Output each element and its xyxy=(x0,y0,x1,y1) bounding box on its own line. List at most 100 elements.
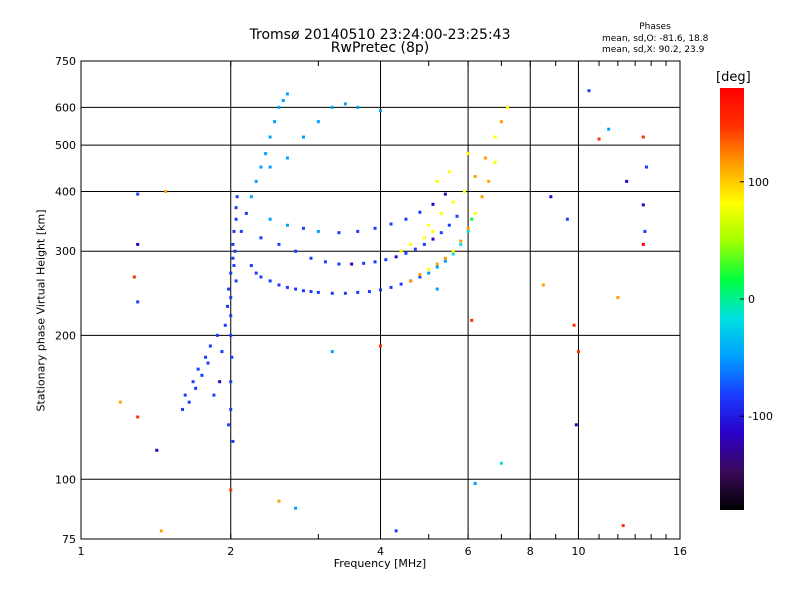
data-point xyxy=(294,249,298,253)
data-point xyxy=(399,282,403,286)
data-point xyxy=(431,229,435,233)
data-point xyxy=(443,259,447,263)
data-point xyxy=(373,226,377,230)
x-ticks: 1 2 4 6 8 10 16 xyxy=(78,61,687,558)
data-point xyxy=(641,135,645,139)
data-point xyxy=(470,217,474,221)
colorbar-tick-label: 0 xyxy=(748,293,755,306)
chart-title: Tromsø 20140510 23:24:00-23:25:43 xyxy=(249,27,511,43)
data-point xyxy=(234,279,238,283)
y-ticks: 75 100 200 300 400 500 600 750 xyxy=(55,55,76,546)
data-point xyxy=(234,217,238,221)
data-point xyxy=(227,287,231,291)
data-point xyxy=(234,206,238,210)
data-point xyxy=(389,285,393,289)
data-point xyxy=(549,195,553,199)
data-point xyxy=(427,223,431,227)
data-point xyxy=(187,400,191,404)
data-point xyxy=(254,271,258,275)
data-point xyxy=(239,229,243,233)
data-point xyxy=(362,261,366,265)
data-point xyxy=(259,165,263,169)
data-point xyxy=(194,386,198,390)
data-point xyxy=(422,236,426,240)
colorbar-unit: [deg] xyxy=(716,70,751,85)
data-point xyxy=(301,226,305,230)
data-point xyxy=(431,202,435,206)
data-point xyxy=(316,229,320,233)
data-point xyxy=(466,152,470,156)
data-point xyxy=(394,255,398,259)
data-point xyxy=(493,135,497,139)
data-point xyxy=(379,344,382,348)
data-point xyxy=(264,152,268,156)
data-point xyxy=(356,290,360,294)
data-point xyxy=(350,262,354,266)
data-point xyxy=(337,231,341,235)
data-point xyxy=(422,242,426,246)
data-point xyxy=(233,249,237,253)
data-point xyxy=(254,179,258,183)
data-point xyxy=(249,264,253,268)
data-point xyxy=(466,226,470,230)
data-point xyxy=(301,289,305,293)
data-point xyxy=(181,407,185,411)
data-point xyxy=(505,105,509,109)
data-point xyxy=(404,217,408,221)
data-point xyxy=(268,279,272,283)
data-point xyxy=(384,258,388,262)
data-point xyxy=(323,260,327,264)
data-point xyxy=(229,488,233,492)
data-point xyxy=(643,229,647,233)
y-tick-label: 75 xyxy=(62,533,76,546)
data-point xyxy=(621,524,625,528)
data-point xyxy=(641,203,645,207)
data-point xyxy=(285,156,289,160)
data-point xyxy=(427,267,431,271)
data-point xyxy=(389,222,393,226)
data-point xyxy=(225,304,229,308)
colorbar: 100 0 -100 xyxy=(720,88,773,510)
data-point xyxy=(404,251,408,255)
data-point xyxy=(431,237,435,241)
data-point xyxy=(259,236,263,240)
data-point xyxy=(418,210,422,214)
data-point xyxy=(439,211,443,215)
data-point xyxy=(220,350,224,354)
data-point xyxy=(483,156,487,160)
x-tick-label: 1 xyxy=(78,545,85,558)
data-point xyxy=(155,448,159,452)
x-axis-label: Frequency [MHz] xyxy=(333,557,427,570)
data-point xyxy=(394,529,398,533)
data-point xyxy=(499,120,503,124)
colorbar-tick-label: -100 xyxy=(748,410,773,423)
data-point xyxy=(277,242,281,246)
data-point xyxy=(343,102,347,106)
y-tick-label: 300 xyxy=(55,245,76,258)
data-point xyxy=(459,242,463,246)
data-point xyxy=(616,296,620,300)
x-tick-label: 10 xyxy=(571,545,585,558)
data-point xyxy=(159,529,163,533)
data-point xyxy=(451,249,455,253)
data-point xyxy=(232,229,236,233)
data-point xyxy=(196,367,200,371)
data-point xyxy=(572,323,576,327)
y-tick-label: 600 xyxy=(55,101,76,114)
data-point xyxy=(118,400,122,404)
data-point xyxy=(473,481,477,485)
data-point xyxy=(132,275,136,279)
data-point xyxy=(204,355,208,359)
y-tick-label: 200 xyxy=(55,329,76,342)
data-point xyxy=(294,287,298,291)
y-tick-label: 400 xyxy=(55,185,76,198)
data-point xyxy=(229,380,233,384)
data-point xyxy=(487,179,491,183)
data-point xyxy=(309,256,313,260)
data-point xyxy=(223,323,227,327)
data-point xyxy=(373,260,377,264)
data-point xyxy=(413,247,417,251)
data-point xyxy=(244,211,248,215)
data-point xyxy=(259,275,263,279)
